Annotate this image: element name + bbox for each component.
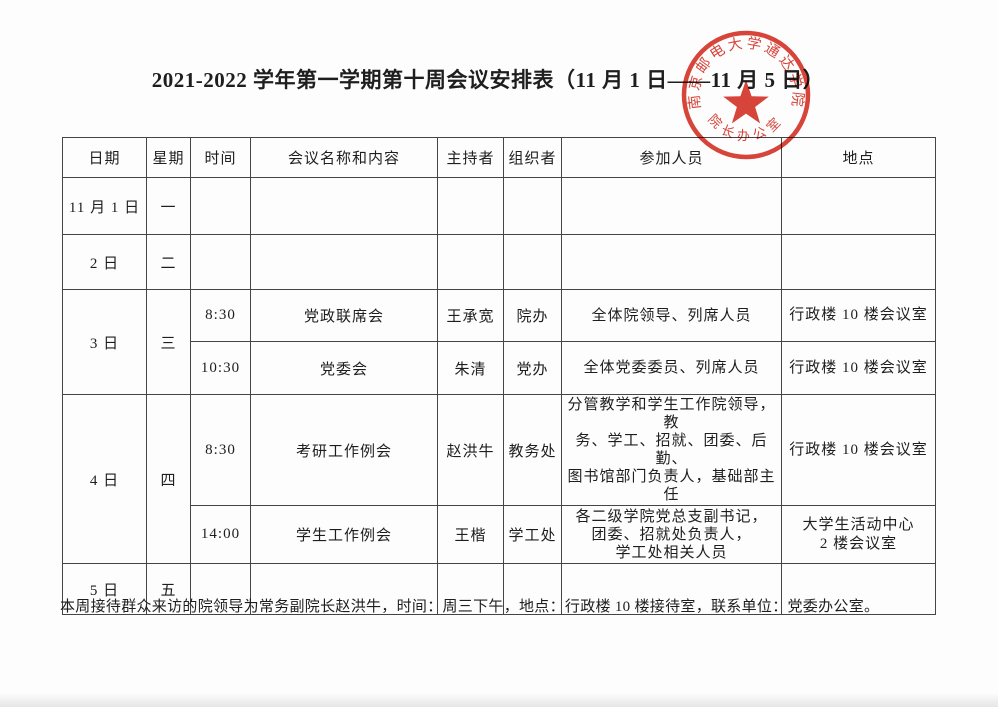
header-organizer: 组织者 [503,137,562,178]
header-meeting-name: 会议名称和内容 [250,137,438,178]
host-cell: 王楷 [437,505,504,564]
header-location: 地点 [781,137,936,178]
table-header-row: 日期 星期 时间 会议名称和内容 主持者 组织者 参加人员 地点 [62,137,936,178]
time-cell: 14:00 [190,505,251,564]
host-cell: 朱清 [437,341,504,395]
organizer-cell [503,234,562,290]
time-cell [190,177,251,235]
header-participants: 参加人员 [561,137,782,178]
scan-edge-shadow [0,693,998,707]
organizer-cell: 教务处 [503,394,562,506]
location-cell [781,563,936,615]
host-cell [437,234,504,290]
host-cell: 王承宽 [437,289,504,342]
location-cell: 行政楼 10 楼会议室 [781,341,936,395]
participants-cell: 各二级学院党总支副书记， 团委、招就处负责人， 学工处相关人员 [561,505,782,564]
meeting-name-cell [250,177,438,235]
organizer-cell [503,563,562,615]
date-cell: 5 日 [62,563,147,615]
week-cell: 五 [146,563,191,615]
time-cell: 10:30 [190,341,251,395]
time-cell [190,234,251,290]
table-row-wednesday-1: 3 日 三 8:30 党政联席会 王承宽 院办 全体院领导、列席人员 行政楼 1… [62,289,936,395]
organizer-cell: 院办 [503,289,562,342]
participants-cell: 全体党委委员、列席人员 [561,341,782,395]
participants-cell [561,234,782,290]
header-time: 时间 [190,137,251,178]
header-weekday: 星期 [146,137,191,178]
table-row-thursday-2: 14:00 学生工作例会 王楷 学工处 各二级学院党总支副书记， 团委、招就处负… [63,505,936,564]
header-host: 主持者 [437,137,504,178]
meeting-name-cell [250,234,438,290]
date-cell: 2 日 [62,234,147,290]
meeting-name-cell: 党政联席会 [250,289,438,342]
participants-cell [561,177,782,235]
meeting-name-cell: 党委会 [250,341,438,395]
week-cell: 三 [146,289,191,395]
participants-cell: 全体院领导、列席人员 [561,289,782,342]
host-cell: 赵洪牛 [437,394,504,506]
week-cell: 一 [146,177,191,235]
meeting-name-cell: 学生工作例会 [250,505,438,564]
location-cell: 行政楼 10 楼会议室 [781,394,936,506]
time-cell: 8:30 [190,289,251,342]
location-cell [781,234,936,290]
location-cell: 行政楼 10 楼会议室 [781,289,936,342]
meeting-schedule-table: 日期 星期 时间 会议名称和内容 主持者 组织者 参加人员 地点 11 月 1 … [62,137,936,615]
participants-cell: 分管教学和学生工作院领导，教 务、学工、招就、团委、后勤、 图书馆部门负责人，基… [561,394,782,506]
table-row-friday: 5 日 五 [62,563,936,615]
table-row-tuesday: 2 日 二 [62,234,936,290]
meeting-name-cell: 考研工作例会 [250,394,438,506]
host-cell [437,177,504,235]
date-cell: 3 日 [62,289,147,395]
table-row-thursday-1: 4 日 四 8:30 考研工作例会 赵洪牛 教务处 分管教学和学生工作院领导，教… [62,394,936,564]
table-row-monday: 11 月 1 日 一 [62,177,936,235]
organizer-cell [503,177,562,235]
organizer-cell: 党办 [503,341,562,395]
week-cell: 二 [146,234,191,290]
header-date: 日期 [62,137,147,178]
table-row-wednesday-2: 10:30 党委会 朱清 党办 全体党委委员、列席人员 行政楼 10 楼会议室 [63,341,936,395]
organizer-cell: 学工处 [503,505,562,564]
time-cell: 8:30 [190,394,251,506]
week-cell: 四 [146,394,191,564]
page-title: 2021-2022 学年第一学期第十周会议安排表（11 月 1 日——11 月 … [151,68,825,92]
date-cell: 11 月 1 日 [62,177,147,235]
location-cell [781,177,936,235]
date-cell: 4 日 [62,394,147,564]
location-cell: 大学生活动中心 2 楼会议室 [781,505,936,564]
participants-cell [561,563,782,615]
reception-note: 本周接待群众来访的院领导为常务副院长赵洪牛，时间：周三下午，地点：行政楼 10 … [60,599,880,615]
